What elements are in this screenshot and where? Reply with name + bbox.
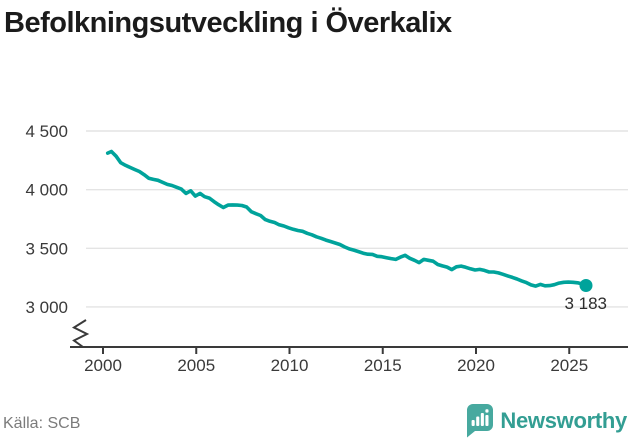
newsworthy-logo-text: Newsworthy	[500, 408, 627, 433]
last-value-label: 3 183	[564, 294, 607, 313]
page-title: Befolkningsutveckling i Överkalix	[4, 7, 452, 39]
bar-chart-badge-icon	[467, 404, 494, 438]
y-axis-tick-label: 4 000	[25, 181, 68, 200]
axis-break-icon	[71, 319, 90, 348]
x-axis-tick-label: 2005	[177, 356, 215, 375]
end-point-dot	[579, 279, 593, 292]
x-axis-tick-label: 2015	[364, 356, 402, 375]
source-caption: Källa: SCB	[3, 415, 81, 432]
x-axis-tick-label: 2000	[84, 356, 122, 375]
x-axis-tick-label: 2020	[457, 356, 495, 375]
x-axis-tick-label: 2010	[271, 356, 309, 375]
y-axis-tick-label: 4 500	[25, 122, 68, 141]
x-axis-tick-label: 2025	[550, 356, 588, 375]
population-line	[105, 149, 588, 288]
newsworthy-logo: Newsworthy	[463, 404, 627, 438]
y-axis-tick-label: 3 500	[25, 239, 68, 258]
y-axis-tick-label: 3 000	[25, 298, 68, 317]
